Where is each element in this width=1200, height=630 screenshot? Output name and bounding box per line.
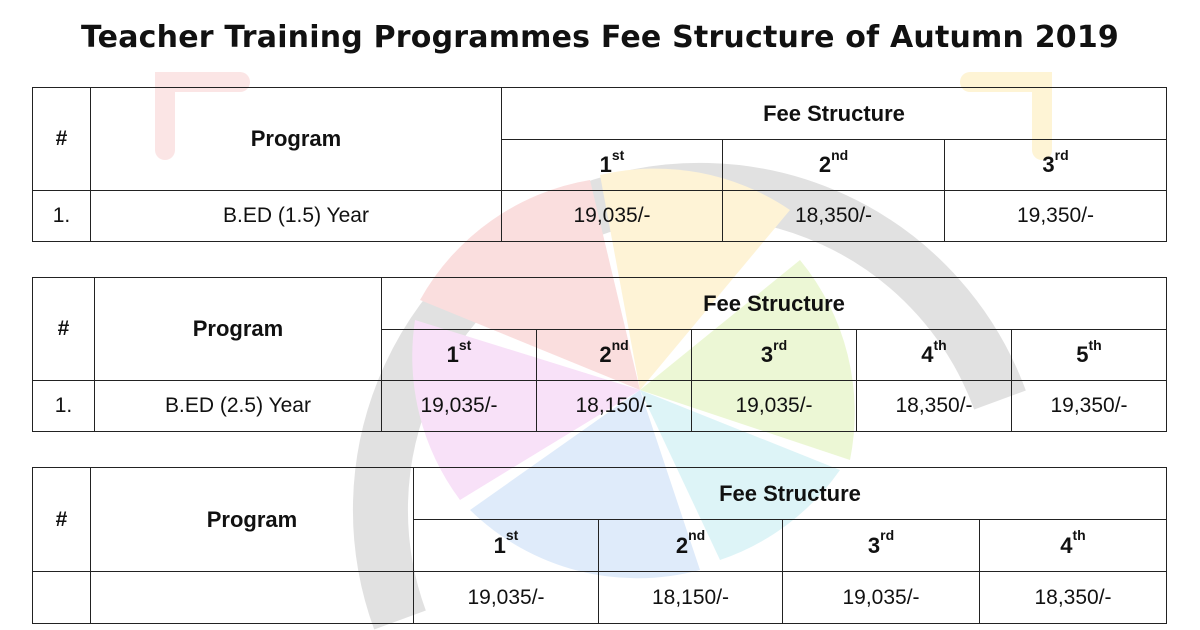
semester-2-header: 2nd <box>536 329 692 381</box>
fee-table-bed-1-5: # Program Fee Structure 1st 2nd 3rd 1. B… <box>32 87 1167 242</box>
program-header: Program <box>90 87 502 191</box>
semester-2-header: 2nd <box>722 139 945 191</box>
fee-cell: 18,150/- <box>536 380 692 432</box>
serial-number: 1. <box>32 380 95 432</box>
serial-number: 1. <box>32 190 91 242</box>
fee-cell: 19,035/- <box>691 380 857 432</box>
fee-cell: 19,035/- <box>381 380 537 432</box>
program-header: Program <box>94 277 382 381</box>
semester-4-header: 4th <box>978 519 1168 572</box>
serial-number <box>32 571 91 624</box>
table-row: 1. B.ED (1.5) Year 19,035/- 18,350/- 19,… <box>32 190 1167 242</box>
semester-1-header: 1st <box>501 139 723 191</box>
program-header: Program <box>90 467 414 572</box>
hash-header: # <box>32 87 91 191</box>
fee-cell: 19,035/- <box>782 571 980 624</box>
fee-cell: 18,350/- <box>856 380 1012 432</box>
fee-cell: 18,350/- <box>978 571 1168 624</box>
fee-structure-header: Fee Structure <box>501 87 1167 140</box>
fee-structure-header: Fee Structure <box>380 277 1168 330</box>
table-row: 1. B.ED (2.5) Year 19,035/- 18,150/- 19,… <box>32 380 1168 432</box>
semester-4-header: 4th <box>856 329 1012 381</box>
fee-cell: 19,035/- <box>501 190 723 242</box>
hash-header: # <box>32 277 95 381</box>
hash-header: # <box>32 467 91 572</box>
fee-cell: 19,035/- <box>413 571 599 624</box>
page-title: Teacher Training Programmes Fee Structur… <box>81 20 1119 55</box>
fee-table-bed-2-5: # Program Fee Structure 1st 2nd 3rd 4th … <box>32 277 1168 432</box>
program-name: B.ED (2.5) Year <box>94 380 382 432</box>
table-row: 19,035/- 18,150/- 19,035/- 18,350/- <box>32 571 1168 624</box>
fee-structure-header: Fee Structure <box>412 467 1168 520</box>
fee-cell: 18,150/- <box>598 571 783 624</box>
program-name <box>90 571 414 624</box>
semester-2-header: 2nd <box>598 519 783 572</box>
fee-cell: 19,350/- <box>944 190 1167 242</box>
program-name: B.ED (1.5) Year <box>90 190 502 242</box>
fee-table-third: # Program Fee Structure 1st 2nd 3rd 4th … <box>32 467 1168 624</box>
fee-cell: 19,350/- <box>1010 380 1168 432</box>
fee-cell: 18,350/- <box>722 190 945 242</box>
semester-5-header: 5th <box>1010 329 1168 381</box>
semester-1-header: 1st <box>381 329 537 381</box>
semester-1-header: 1st <box>413 519 599 572</box>
semester-3-header: 3rd <box>691 329 857 381</box>
semester-3-header: 3rd <box>782 519 980 572</box>
semester-3-header: 3rd <box>944 139 1167 191</box>
